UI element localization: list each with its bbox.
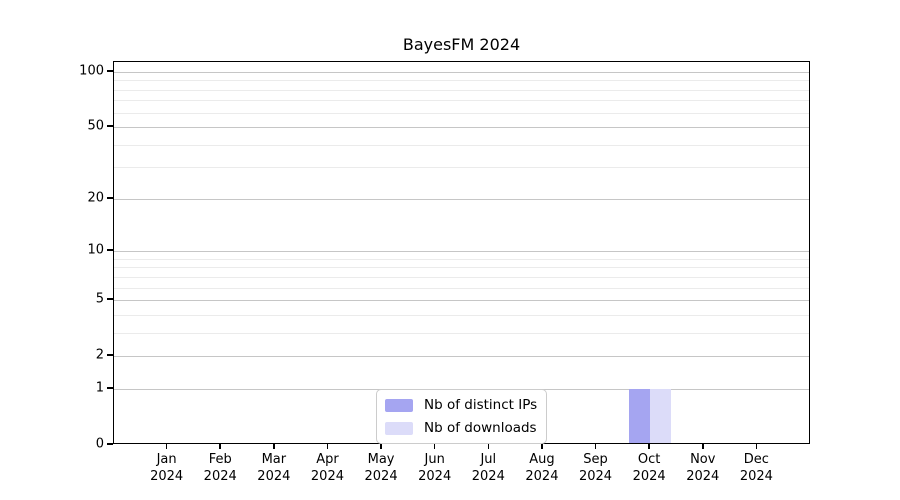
y-tick-mark	[107, 387, 113, 389]
y-tick-mark	[107, 197, 113, 199]
legend-label-downloads: Nb of downloads	[424, 420, 537, 437]
x-tick-mark	[380, 444, 382, 449]
x-tick-mark	[755, 444, 758, 449]
legend-item-distinct-ips: Nb of distinct IPs	[385, 397, 537, 413]
x-tick-mark	[648, 444, 650, 449]
legend-label-distinct-ips: Nb of distinct IPs	[424, 397, 538, 413]
x-tick-mark	[273, 444, 275, 449]
y-tick-mark	[107, 249, 113, 251]
gridline-minor	[114, 112, 809, 114]
gridline-major	[114, 72, 809, 73]
legend-item-downloads: Nb of downloads	[385, 420, 537, 436]
x-tick-label: Aug 2024	[525, 452, 559, 484]
gridline-minor	[114, 332, 809, 334]
x-tick-label: Oct 2024	[632, 452, 666, 484]
x-tick-label: Nov 2024	[686, 452, 720, 484]
gridline-minor	[114, 314, 809, 316]
gridline-minor	[114, 89, 809, 91]
gridline-major	[114, 251, 809, 253]
x-tick-mark	[219, 444, 221, 449]
chart-title: BayesFM 2024	[402, 35, 521, 54]
y-tick-label: 50	[87, 118, 104, 134]
gridline-minor	[114, 80, 809, 82]
legend: Nb of distinct IPs Nb of downloads	[376, 389, 548, 445]
gridline-minor	[114, 287, 809, 289]
gridline-minor	[114, 144, 809, 146]
legend-swatch-distinct-ips-icon	[385, 398, 413, 412]
x-tick-label: Jun 2024	[418, 452, 452, 484]
bar-distinct-ips	[629, 388, 651, 443]
gridline-major	[114, 356, 809, 358]
x-tick-label: Feb 2024	[203, 452, 237, 484]
legend-swatch-downloads-icon	[385, 421, 413, 435]
x-tick-label: Sep 2024	[578, 452, 613, 484]
bar-downloads	[650, 388, 672, 443]
y-tick-mark	[107, 354, 113, 356]
gridline-minor	[114, 258, 809, 260]
plot-area: Nb of distinct IPs Nb of downloads	[113, 61, 810, 445]
y-tick-label: 1	[95, 380, 104, 396]
x-tick-mark	[702, 444, 704, 449]
gridline-minor	[114, 100, 809, 102]
gridline-minor	[114, 267, 809, 269]
y-tick-label: 10	[87, 242, 104, 258]
x-tick-label: Apr 2024	[310, 452, 344, 484]
y-tick-mark	[107, 443, 113, 445]
x-tick-label: May 2024	[364, 452, 398, 484]
gridline-major	[114, 127, 809, 129]
x-tick-label: Mar 2024	[257, 452, 291, 484]
y-tick-label: 2	[95, 347, 104, 363]
gridline-major	[114, 198, 809, 200]
y-tick-label: 5	[95, 291, 104, 307]
y-tick-mark	[107, 298, 113, 300]
y-tick-label: 0	[95, 436, 104, 452]
x-tick-mark	[594, 444, 597, 449]
gridline-minor	[114, 276, 809, 278]
x-tick-mark	[326, 444, 329, 449]
x-tick-mark	[165, 444, 168, 449]
gridline-major	[114, 300, 809, 302]
x-tick-mark	[487, 444, 490, 449]
x-tick-mark	[433, 444, 436, 449]
x-tick-label: Jul 2024	[471, 452, 505, 484]
y-tick-mark	[107, 70, 113, 72]
gridline-minor	[114, 167, 809, 169]
y-tick-label: 100	[79, 63, 104, 79]
x-tick-mark	[541, 444, 543, 449]
y-tick-label: 20	[87, 190, 104, 206]
x-tick-label: Jan 2024	[150, 452, 184, 484]
x-tick-label: Dec 2024	[739, 452, 773, 484]
y-tick-mark	[107, 125, 113, 127]
